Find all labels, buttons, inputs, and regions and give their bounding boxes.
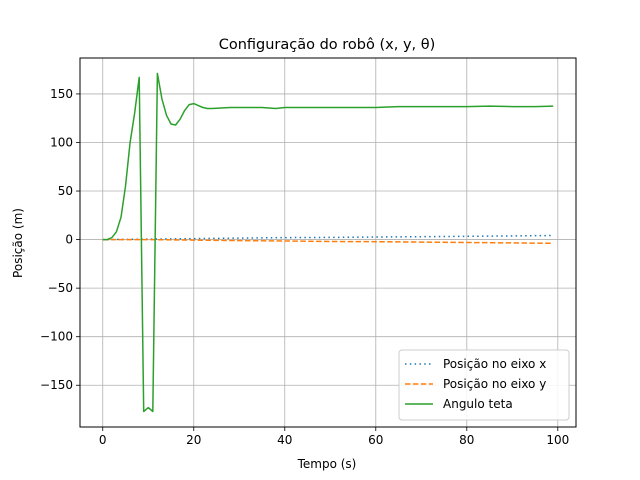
- legend-label: Angulo teta: [443, 397, 513, 411]
- x-tick-label: 0: [99, 433, 107, 447]
- legend-box: [398, 349, 570, 421]
- x-tick-label: 60: [368, 433, 383, 447]
- y-tick-label: 100: [50, 135, 73, 149]
- series-group: [102, 72, 554, 413]
- y-tick-label: 0: [65, 233, 73, 247]
- x-tick-label: 100: [546, 433, 569, 447]
- series-line-2: [102, 238, 554, 245]
- legend-label: Posição no eixo y: [443, 377, 546, 391]
- y-tick-label: 150: [50, 87, 73, 101]
- y-tick-label: −150: [40, 378, 73, 392]
- x-tick-label: 40: [277, 433, 292, 447]
- x-axis-title: Tempo (s): [297, 457, 357, 471]
- legend-label: Posição no eixo x: [443, 357, 546, 371]
- chart-title: Configuração do robô (x, y, θ): [219, 37, 436, 53]
- y-tick-label: −50: [48, 281, 73, 295]
- y-tick-label: −100: [40, 330, 73, 344]
- x-tick-label: 80: [459, 433, 474, 447]
- x-tick-label: 20: [186, 433, 201, 447]
- series-line-1: [102, 234, 554, 241]
- axis-ticks: 0 20 40 60 80 100 150 100 50 0 −50 −100 −150: [40, 87, 569, 447]
- plot-frame: [79, 57, 577, 428]
- legend: Posição no eixo x Posição no eixo y Angulo…: [398, 349, 570, 421]
- y-axis-title: Posição (m): [11, 208, 25, 278]
- y-tick-label: 50: [58, 184, 73, 198]
- series-line-3: [102, 72, 554, 413]
